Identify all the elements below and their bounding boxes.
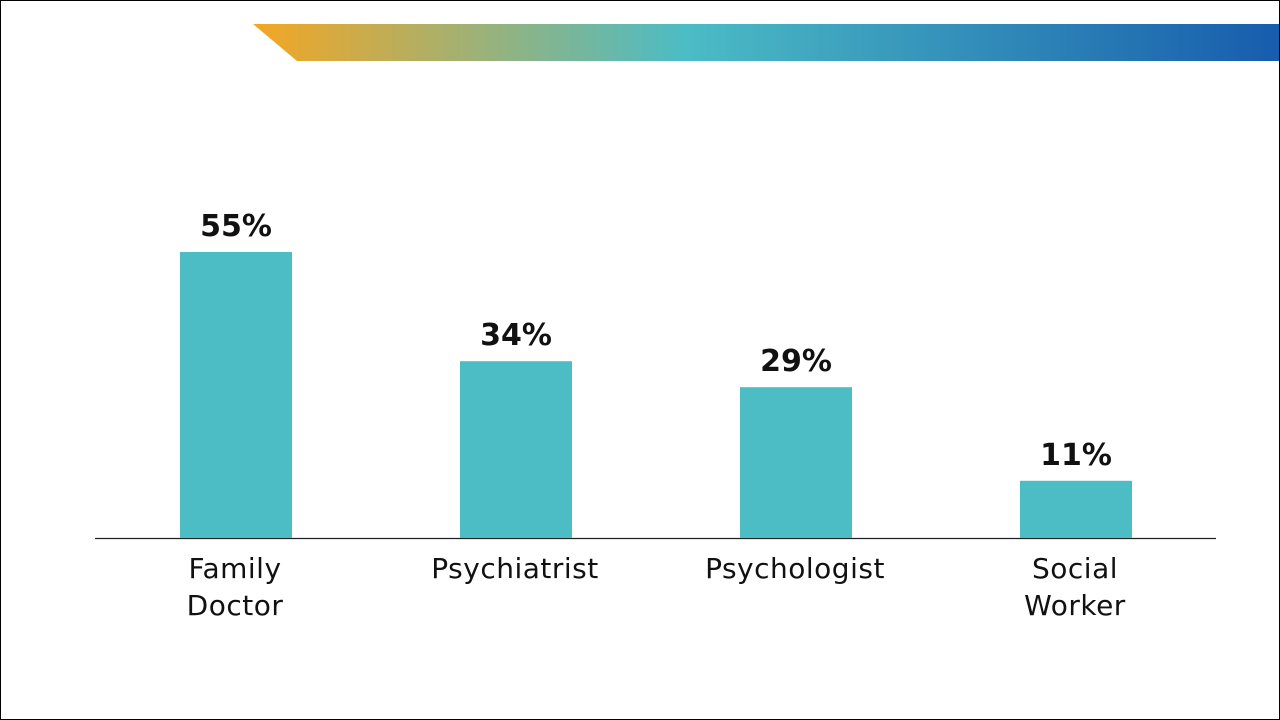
- bar: [740, 387, 852, 538]
- x-tick-label: Family Doctor: [186, 552, 284, 622]
- value-label: 55%: [200, 209, 272, 244]
- value-label: 11%: [1040, 438, 1112, 473]
- x-tick-label: Social Worker: [1024, 552, 1126, 622]
- bar: [460, 361, 572, 538]
- x-tick-label: Psychologist: [705, 552, 885, 585]
- header-band: [253, 24, 1279, 61]
- bar: [1020, 480, 1132, 538]
- x-tick-label: Psychiatrist: [431, 552, 599, 585]
- value-label: 29%: [760, 344, 832, 379]
- value-label: 34%: [480, 318, 552, 353]
- bar: [180, 252, 292, 538]
